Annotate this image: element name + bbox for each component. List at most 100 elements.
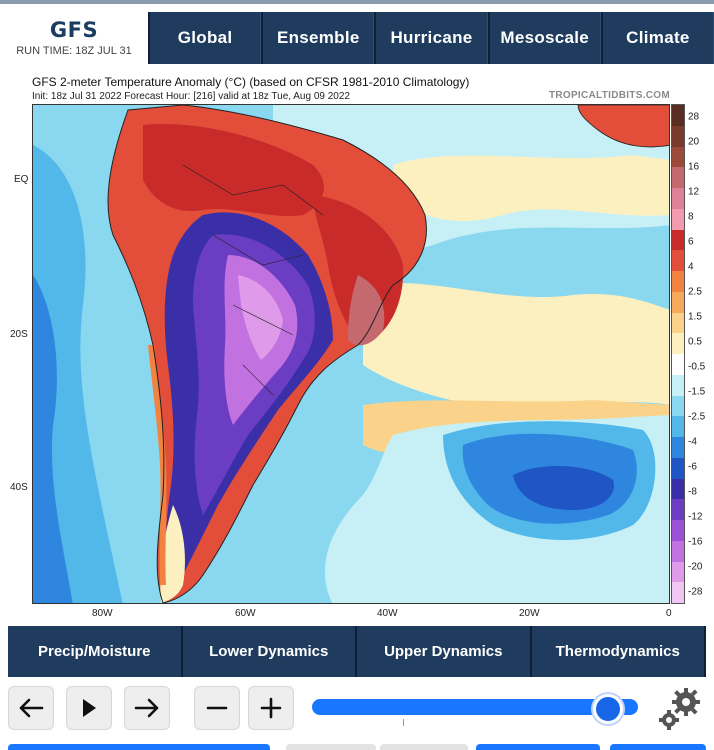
tab-lower-dynamics[interactable]: Lower Dynamics xyxy=(182,626,357,677)
colorbar-cell xyxy=(672,291,684,313)
colorbar-label: 20 xyxy=(688,136,700,147)
colorbar-labels: 28 20 16 12 8 6 4 2.5 1.5 0.5 -0.5 -1.5 -2.5 -4 -6 -8 -1… xyxy=(688,104,714,604)
brazil-hottest xyxy=(348,275,385,346)
colorbar-label: -20 xyxy=(688,561,703,572)
brand-block[interactable]: GFS RUN TIME: 18Z JUL 31 xyxy=(0,4,148,66)
colorbar-cell xyxy=(672,478,684,500)
africa-corner xyxy=(577,105,669,148)
play-icon xyxy=(83,699,96,717)
gear-icon xyxy=(659,688,700,730)
lon-label-80w: 80W xyxy=(92,608,113,619)
tab-hurricane[interactable]: Hurricane xyxy=(374,12,488,64)
ocean-cold-swirl-core xyxy=(513,465,614,510)
map-title: GFS 2-meter Temperature Anomaly (°C) (ba… xyxy=(32,75,470,89)
cold-anomaly-peak xyxy=(238,275,283,360)
tab-precip-moisture[interactable]: Precip/Moisture xyxy=(8,626,183,677)
lat-label-20s: 20S xyxy=(10,329,28,340)
colorbar-label: -1.5 xyxy=(688,386,706,397)
colorbar-label: 0.5 xyxy=(688,336,702,347)
colorbar-label: -2.5 xyxy=(688,411,706,422)
prev-frame-button[interactable] xyxy=(8,686,54,730)
colorbar-label: 6 xyxy=(688,236,694,247)
colorbar-cell xyxy=(672,499,684,520)
top-nav: Global Ensemble Hurricane Mesoscale Clim… xyxy=(148,12,714,64)
map-frame: GFS 2-meter Temperature Anomaly (°C) (ba… xyxy=(0,66,714,622)
plus-icon xyxy=(260,697,282,719)
map-init-line: Init: 18z Jul 31 2022 Forecast Hour: [21… xyxy=(32,91,350,102)
tab-mesoscale[interactable]: Mesoscale xyxy=(487,12,601,64)
bottom-strip-2 xyxy=(286,744,376,750)
slider-tick xyxy=(403,719,404,726)
next-frame-button[interactable] xyxy=(124,686,170,730)
pacific-cool-band xyxy=(33,145,123,603)
ocean-warm-mid xyxy=(363,282,669,408)
zoom-out-button[interactable] xyxy=(194,686,240,730)
colorbar-label: 1.5 xyxy=(688,311,702,322)
colorbar-cell xyxy=(672,395,684,417)
bottom-strip-3 xyxy=(380,744,468,750)
colorbar-label: 2.5 xyxy=(688,286,702,297)
colorbar-cell xyxy=(672,312,684,334)
amazon-hot-core xyxy=(143,124,324,217)
slider-thumb[interactable] xyxy=(593,694,624,724)
minus-icon xyxy=(206,706,228,710)
colorbar-label: 4 xyxy=(688,261,694,272)
map-credit: TROPICALTIDBITS.COM xyxy=(548,90,670,101)
colorbar xyxy=(671,104,685,604)
colorbar-cell xyxy=(672,561,684,583)
bottom-strip-4 xyxy=(476,744,600,750)
colorbar-cell xyxy=(672,208,684,230)
colorbar-label: -6 xyxy=(688,461,697,472)
colorbar-cell xyxy=(672,146,684,168)
tab-thermodynamics[interactable]: Thermodynamics xyxy=(531,626,706,677)
colorbar-label: -16 xyxy=(688,536,703,547)
colorbar-label: -8 xyxy=(688,486,697,497)
bottom-strip-1 xyxy=(8,744,270,750)
colorbar-cell xyxy=(672,333,684,354)
lat-label-40s: 40S xyxy=(10,482,28,493)
lon-label-60w: 60W xyxy=(235,608,256,619)
colorbar-cell xyxy=(672,125,684,147)
colorbar-cell xyxy=(672,250,684,271)
tab-climate[interactable]: Climate xyxy=(600,12,714,64)
colorbar-label: -0.5 xyxy=(688,361,706,372)
lon-label-0: 0 xyxy=(666,608,672,619)
bottom-strip-5 xyxy=(610,744,706,750)
lon-label-40w: 40W xyxy=(377,608,398,619)
colorbar-cell xyxy=(672,520,684,541)
country-borders xyxy=(182,164,324,396)
colorbar-label: 16 xyxy=(688,161,700,172)
colorbar-cell xyxy=(672,540,684,562)
colorbar-label: 28 xyxy=(688,111,700,122)
play-button[interactable] xyxy=(66,686,112,730)
tab-upper-dynamics[interactable]: Upper Dynamics xyxy=(357,626,532,677)
tab-global[interactable]: Global xyxy=(148,12,262,64)
forecast-hour-slider[interactable] xyxy=(312,699,638,715)
colorbar-label: -4 xyxy=(688,436,697,447)
run-time: RUN TIME: 18Z JUL 31 xyxy=(16,45,132,57)
zoom-in-button[interactable] xyxy=(248,686,294,730)
colorbar-cell xyxy=(672,457,684,479)
colorbar-cell xyxy=(672,105,684,126)
arrow-right-icon xyxy=(134,698,159,718)
arrow-left-icon xyxy=(19,698,44,718)
colorbar-cell xyxy=(672,582,684,603)
colorbar-label: 8 xyxy=(688,211,694,222)
colorbar-cell xyxy=(672,167,684,188)
colorbar-label: -28 xyxy=(688,586,703,597)
map-svg xyxy=(33,105,669,603)
colorbar-cell xyxy=(672,188,684,209)
tab-ensemble[interactable]: Ensemble xyxy=(261,12,375,64)
patagonia-warm xyxy=(160,505,185,603)
settings-button[interactable] xyxy=(656,686,704,732)
coastline xyxy=(107,105,427,603)
colorbar-cell xyxy=(672,437,684,458)
lon-label-20w: 20W xyxy=(519,608,540,619)
colorbar-cell xyxy=(672,354,684,375)
ocean-warm-north xyxy=(393,155,669,222)
temperature-anomaly-map[interactable] xyxy=(32,104,670,604)
colorbar-cell xyxy=(672,229,684,251)
brand-title: GFS xyxy=(49,18,99,42)
category-bar: Precip/Moisture Lower Dynamics Upper Dyn… xyxy=(8,626,706,677)
colorbar-cell xyxy=(672,416,684,437)
